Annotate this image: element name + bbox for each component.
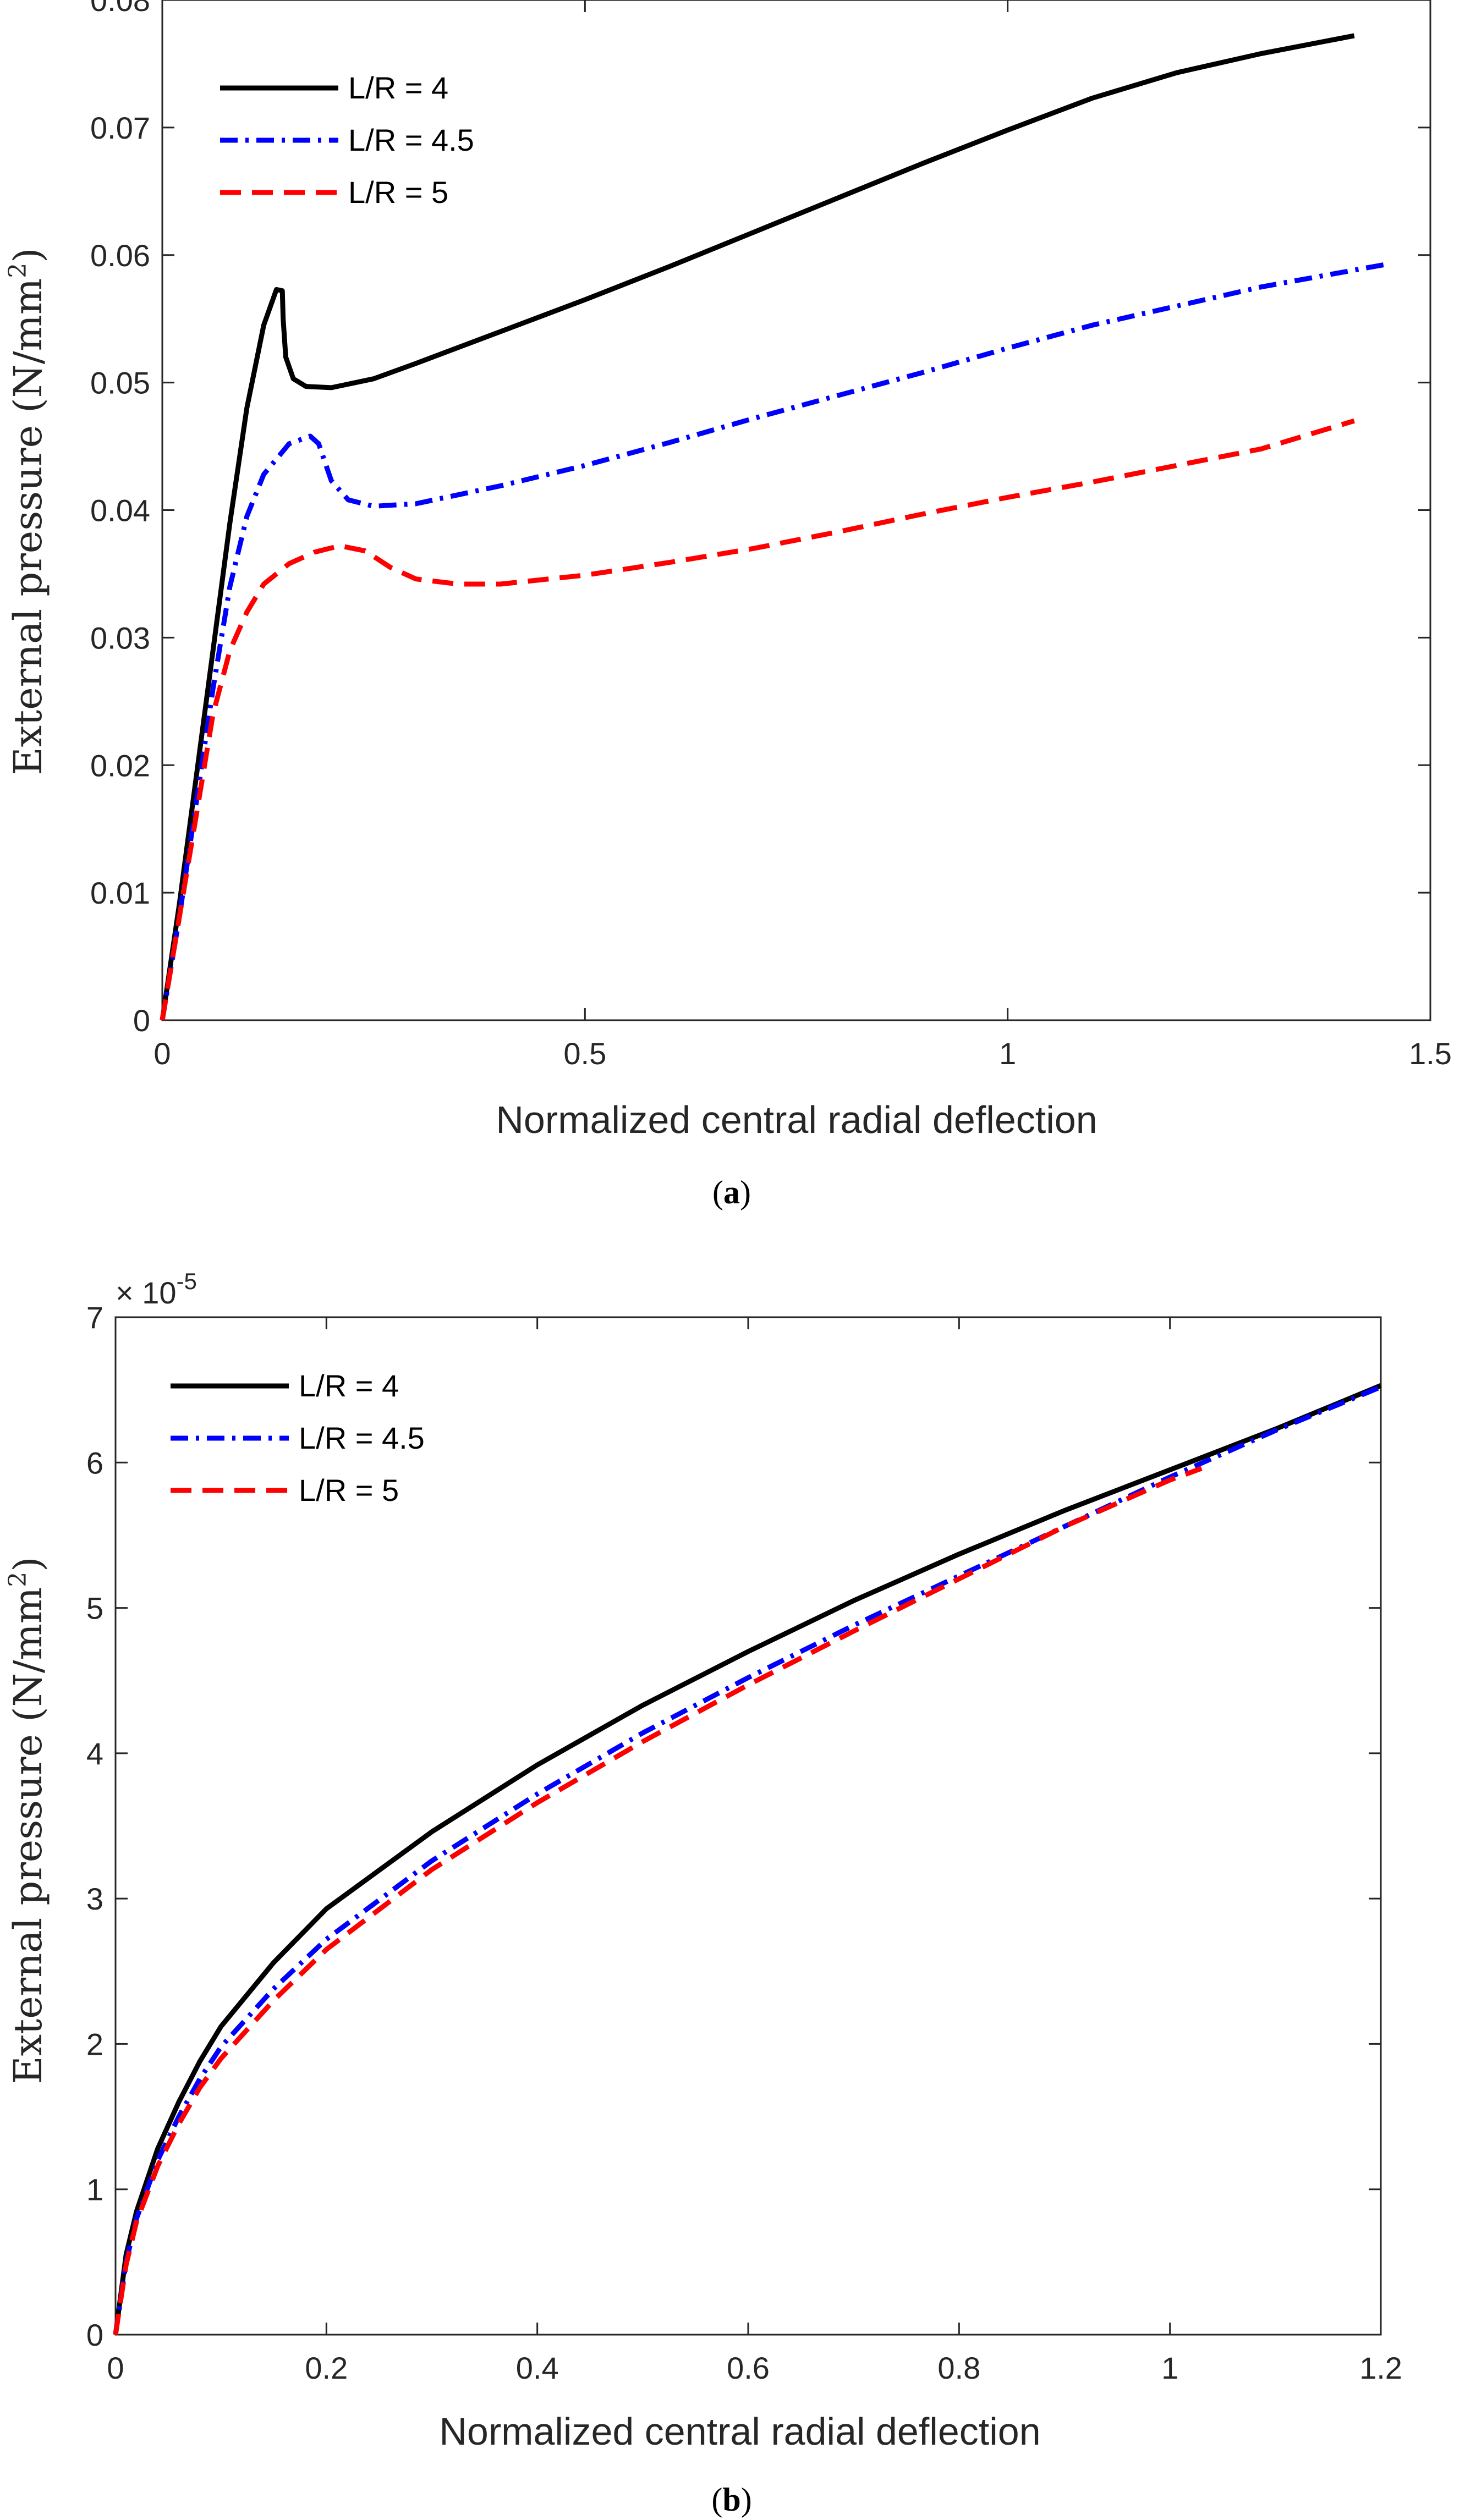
panel-b-legend: L/R = 4 L/R = 4.5 L/R = 5 <box>171 1368 425 1507</box>
panel-a-y-tick-label: 0.07 <box>90 111 150 145</box>
panel-b-x-tick-label: 0.4 <box>516 2351 559 2385</box>
panel-b-y-tick-label: 3 <box>86 1881 103 1916</box>
panel-a-legend-label-3: L/R = 5 <box>348 175 448 210</box>
panel-b-x-tick-label: 1 <box>1161 2351 1178 2385</box>
panel-b-y-tick-label: 1 <box>86 2172 103 2207</box>
panel-b-x-tick-label: 1.2 <box>1359 2351 1402 2385</box>
panel-b-legend-label-2: L/R = 4.5 <box>299 1421 425 1455</box>
panel-b-x-axis-label: Normalized central radial deflection <box>439 2410 1040 2453</box>
panel-a-legend-label-1: L/R = 4 <box>348 70 448 105</box>
panel-b-y-tick-label: 7 <box>86 1300 103 1335</box>
panel-b-exponent-label: × 10-5 <box>116 1268 197 1310</box>
panel-a-y-tick-label: 0 <box>133 1003 150 1038</box>
panel-b-x-tick-label: 0 <box>107 2351 124 2385</box>
panel-a-y-tick-label: 0.08 <box>90 0 150 18</box>
panel-b-ticks: 0 0.2 0.4 0.6 0.8 1 1.2 0 1 2 3 4 5 6 7 <box>86 1300 1402 2385</box>
panel-b-x-tick-label: 0.2 <box>305 2351 348 2385</box>
panel-a-y-tick-label: 0.02 <box>90 748 150 783</box>
panel-b-y-tick-label: 5 <box>86 1591 103 1626</box>
panel-b-y-tick-label: 6 <box>86 1445 103 1480</box>
panel-a-y-tick-label: 0.05 <box>90 366 150 400</box>
panel-a-series-line-2 <box>160 261 1389 1021</box>
panel-b-y-tick-label: 0 <box>86 2318 103 2352</box>
panel-b-y-tick-label: 2 <box>86 2027 103 2061</box>
panel-a-ticks: 0 0.5 1 1.5 0 0.01 0.02 0.03 0.04 0.05 0.06 0.07 0.0… <box>90 0 1452 1071</box>
panel-b-x-tick-label: 0.6 <box>727 2351 770 2385</box>
panel-b-legend-label-3: L/R = 5 <box>299 1473 399 1507</box>
panel-b-series <box>113 1383 1382 2335</box>
panel-a-y-tick-label: 0.04 <box>90 493 150 528</box>
panel-b-series-line-2 <box>113 1384 1382 2335</box>
panel-a-y-axis-label: External pressure (N/mm2) <box>4 247 51 775</box>
panel-a-series-line-3 <box>160 418 1356 1021</box>
panel-a-y-tick-label: 0.06 <box>90 238 150 273</box>
panel-a-series <box>160 33 1389 1021</box>
panel-a-y-tick-label: 0.01 <box>90 876 150 910</box>
panel-a-legend: L/R = 4 L/R = 4.5 L/R = 5 <box>220 70 474 210</box>
panel-a-x-tick-label: 1.5 <box>1409 1036 1452 1071</box>
panel-a-x-axis-label: Normalized central radial deflection <box>496 1098 1097 1141</box>
panel-a-series-line-1 <box>160 33 1355 1021</box>
panel-a-caption: (a) <box>712 1174 751 1211</box>
panel-a-legend-label-2: L/R = 4.5 <box>348 123 474 157</box>
panel-b-series-line-1 <box>113 1383 1382 2335</box>
panel-a-x-tick-label: 0 <box>153 1036 171 1071</box>
panel-b-series-line-3 <box>113 1466 1203 2335</box>
panel-b-legend-label-1: L/R = 4 <box>299 1368 399 1403</box>
panel-b-y-axis-label: External pressure (N/mm2) <box>4 1556 51 2084</box>
panel-b-caption: (b) <box>711 2482 751 2518</box>
panel-b-y-tick-label: 4 <box>86 1736 103 1771</box>
panel-a-x-tick-label: 0.5 <box>563 1036 606 1071</box>
panel-b-x-tick-label: 0.8 <box>937 2351 980 2385</box>
panel-a: 0 0.5 1 1.5 0 0.01 0.02 0.03 0.04 0.05 0.06 0.07 0.0… <box>4 0 1452 1211</box>
panel-a-y-tick-label: 0.03 <box>90 620 150 655</box>
panel-a-x-tick-label: 1 <box>999 1036 1016 1071</box>
